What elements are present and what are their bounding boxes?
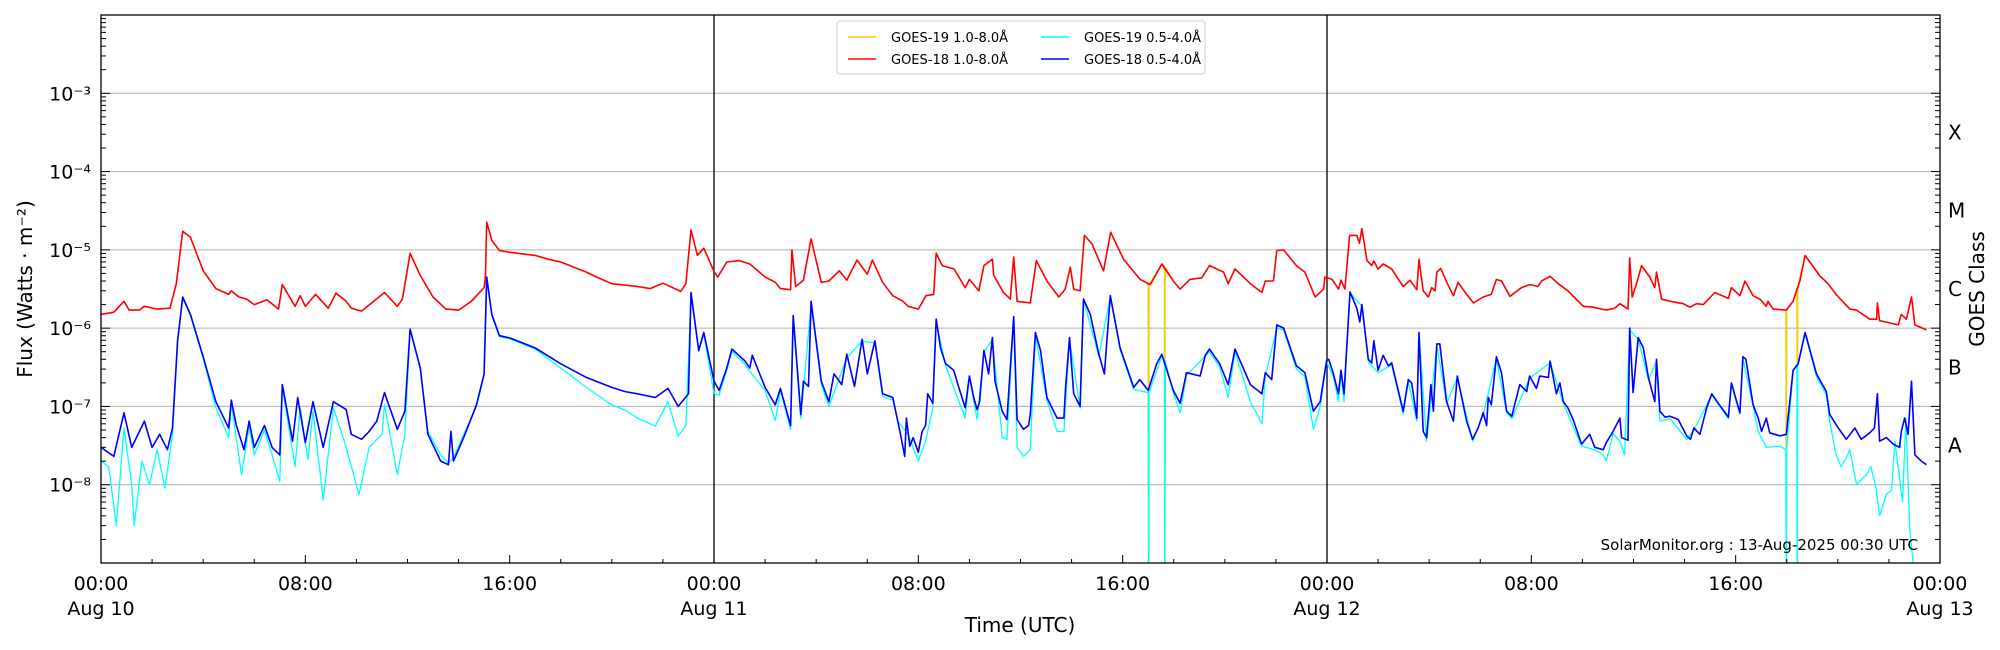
series-line-goes-19-1-0-8-0- <box>1139 255 1806 563</box>
x-tick-time: 00:00 <box>687 573 742 595</box>
goes-class-label: X <box>1948 120 1962 144</box>
x-tick-time: 08:00 <box>1504 573 1559 595</box>
x-tick-date: Aug 13 <box>1906 598 1973 620</box>
x-tick-time: 00:00 <box>1913 573 1968 595</box>
goes-class-label: M <box>1948 199 1965 223</box>
grid-lines <box>101 92 1940 486</box>
goes-class-label: B <box>1948 355 1962 379</box>
legend-label: GOES-18 0.5-4.0Å <box>1084 52 1201 68</box>
y-axis-label: Flux (Watts · m⁻²) <box>13 200 37 378</box>
x-tick-time: 08:00 <box>891 573 946 595</box>
legend-box <box>836 20 1206 75</box>
goes-class-label: A <box>1948 434 1962 458</box>
x-tick-date: Aug 11 <box>680 598 747 620</box>
y-tick-label: 10⁻⁶ <box>49 318 91 340</box>
plot-frame <box>100 14 1941 564</box>
x-tick-date: Aug 12 <box>1293 598 1360 620</box>
x-tick-time: 00:00 <box>74 573 129 595</box>
x-axis-label: Time (UTC) <box>964 613 1076 637</box>
x-tick-time: 00:00 <box>1300 573 1355 595</box>
y-axis: 10⁻³ 10⁻⁴ 10⁻⁵ 10⁻⁶ 10⁻⁷ 10⁻⁸ <box>49 14 1940 564</box>
series-line-goes-18-0-5-4-0- <box>101 276 1927 466</box>
y-tick-label: 10⁻³ <box>49 83 91 105</box>
y2-axis-label: GOES Class <box>1965 231 1989 347</box>
watermark: SolarMonitor.org : 13-Aug-2025 00:30 UTC <box>1601 536 1918 554</box>
x-tick-time: 16:00 <box>1095 573 1150 595</box>
day-boundary-lines <box>713 15 1328 563</box>
goes-class-label: C <box>1948 277 1962 301</box>
y-tick-label: 10⁻⁵ <box>49 240 91 262</box>
legend-label: GOES-18 1.0-8.0Å <box>891 52 1008 68</box>
y-tick-label: 10⁻⁷ <box>49 396 91 418</box>
goes-class-axis: A B C M X <box>1948 120 1965 457</box>
x-tick-time: 16:00 <box>1708 573 1763 595</box>
series-line-goes-18-1-0-8-0- <box>101 221 1927 331</box>
x-tick-time: 08:00 <box>278 573 333 595</box>
x-tick-time: 16:00 <box>482 573 537 595</box>
legend-label: GOES-19 0.5-4.0Å <box>1084 30 1201 46</box>
x-tick-date: Aug 10 <box>67 598 134 620</box>
legend: GOES-19 1.0-8.0Å GOES-18 1.0-8.0Å GOES-19 … <box>836 20 1206 75</box>
legend-label: GOES-19 1.0-8.0Å <box>891 30 1008 46</box>
x-axis: 00:00 Aug 10 08:00 16:00 00:00 Aug 11 08:00 16:… <box>67 555 1974 620</box>
y-tick-label: 10⁻⁸ <box>49 475 91 497</box>
y-tick-label: 10⁻⁴ <box>49 162 91 184</box>
series-layer <box>101 221 1927 563</box>
